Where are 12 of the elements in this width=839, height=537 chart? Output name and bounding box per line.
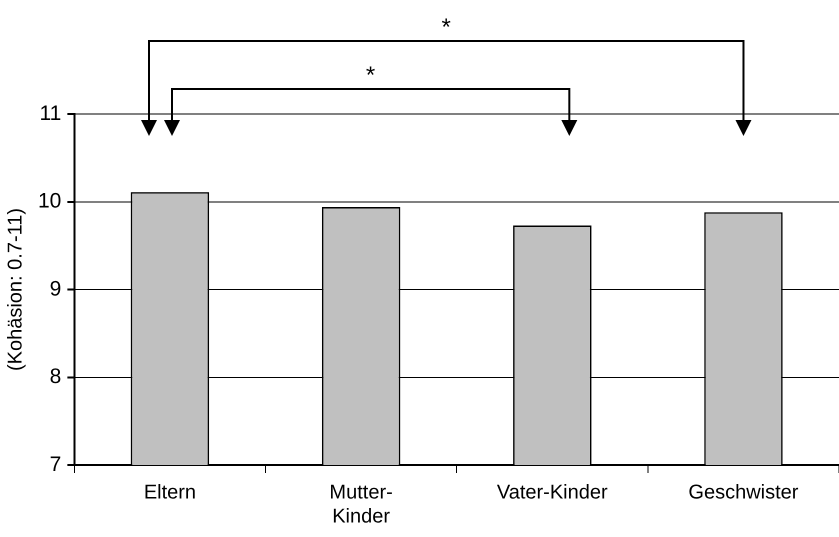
x-tick-label: Eltern [144, 482, 196, 504]
y-tick-label: 10 [38, 190, 62, 213]
x-tick-label: Mutter- Kinder [329, 482, 393, 528]
y-tick-label: 9 [50, 277, 62, 300]
text: * [366, 62, 376, 89]
x-tick-label: Vater-Kinder [496, 482, 608, 504]
y-tick-label: 8 [50, 365, 62, 388]
y-tick-label: 11 [40, 102, 62, 125]
y-tick-label: 7 [50, 452, 62, 476]
x-tick-label: Geschwister [688, 482, 799, 504]
y-axis-title: (Kohäsion: 0.7-11) [4, 208, 27, 372]
text: * [442, 14, 451, 41]
